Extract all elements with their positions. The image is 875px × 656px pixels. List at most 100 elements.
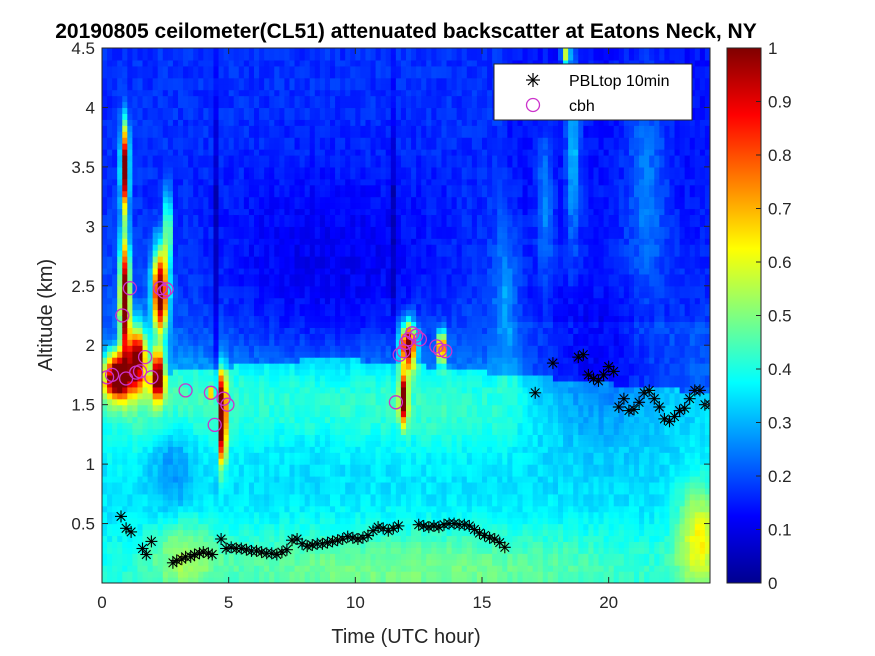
heatmap-cell bbox=[183, 172, 189, 180]
heatmap-cell bbox=[380, 333, 387, 340]
heatmap-cell bbox=[122, 178, 128, 186]
heatmap-cell bbox=[152, 386, 159, 394]
heatmap-cell bbox=[208, 481, 215, 489]
heatmap-cell bbox=[355, 101, 361, 109]
heatmap-cell bbox=[274, 149, 280, 156]
heatmap-cell bbox=[218, 214, 225, 221]
heatmap-cell bbox=[274, 190, 280, 198]
heatmap-cell bbox=[243, 83, 250, 91]
heatmap-cell bbox=[365, 440, 372, 447]
heatmap-cell bbox=[370, 107, 377, 114]
heatmap-cell bbox=[350, 184, 356, 192]
heatmap-cell bbox=[117, 131, 123, 138]
heatmap-cell bbox=[314, 458, 321, 465]
heatmap-cell bbox=[213, 220, 220, 227]
heatmap-cell bbox=[137, 244, 144, 251]
heatmap-cell bbox=[233, 327, 240, 334]
heatmap-cell bbox=[208, 285, 215, 293]
heatmap-cell bbox=[370, 238, 377, 245]
heatmap-cell bbox=[274, 196, 280, 204]
heatmap-cell bbox=[102, 125, 108, 132]
heatmap-cell bbox=[299, 232, 306, 239]
heatmap-cell bbox=[213, 190, 220, 198]
heatmap-cell bbox=[370, 184, 377, 192]
heatmap-cell bbox=[284, 529, 291, 537]
heatmap-cell bbox=[198, 559, 204, 566]
heatmap-cell bbox=[137, 267, 144, 275]
heatmap-cell bbox=[269, 172, 275, 180]
heatmap-cell bbox=[107, 487, 113, 495]
heatmap-cell bbox=[350, 559, 356, 566]
heatmap-cell bbox=[370, 535, 377, 542]
heatmap-cell bbox=[294, 303, 301, 311]
heatmap-cell bbox=[152, 339, 159, 346]
heatmap-cell bbox=[345, 48, 351, 55]
heatmap-cell bbox=[157, 220, 164, 227]
heatmap-cell bbox=[365, 434, 372, 441]
heatmap-cell bbox=[172, 89, 179, 97]
heatmap-cell bbox=[203, 440, 209, 447]
heatmap-cell bbox=[223, 262, 230, 269]
heatmap-cell bbox=[309, 95, 316, 103]
heatmap-cell bbox=[294, 113, 301, 120]
heatmap-cell bbox=[243, 220, 250, 227]
heatmap-cell bbox=[284, 386, 291, 394]
heatmap-cell bbox=[340, 339, 346, 346]
heatmap-cell bbox=[375, 155, 382, 162]
heatmap-cell bbox=[122, 196, 128, 204]
heatmap-cell bbox=[137, 238, 144, 245]
heatmap-cell bbox=[178, 273, 184, 281]
heatmap-cell bbox=[238, 226, 245, 233]
heatmap-cell bbox=[365, 470, 372, 477]
heatmap-cell bbox=[243, 386, 250, 394]
heatmap-cell bbox=[188, 71, 194, 79]
heatmap-cell bbox=[330, 125, 336, 132]
heatmap-cell bbox=[319, 529, 326, 537]
heatmap-cell bbox=[304, 505, 311, 513]
heatmap-cell bbox=[380, 321, 387, 328]
heatmap-cell bbox=[223, 291, 230, 299]
heatmap-cell bbox=[233, 137, 240, 144]
heatmap-cell bbox=[375, 487, 382, 495]
heatmap-cell bbox=[162, 190, 169, 198]
heatmap-cell bbox=[178, 398, 184, 406]
heatmap-cell bbox=[259, 309, 265, 317]
heatmap-cell bbox=[162, 470, 169, 477]
heatmap-cell bbox=[167, 309, 174, 317]
heatmap-cell bbox=[178, 440, 184, 447]
heatmap-cell bbox=[127, 404, 133, 412]
heatmap-cell bbox=[112, 363, 118, 370]
heatmap-cell bbox=[198, 83, 204, 91]
heatmap-cell bbox=[304, 476, 311, 483]
heatmap-cell bbox=[294, 553, 301, 560]
heatmap-cell bbox=[162, 244, 169, 251]
heatmap-cell bbox=[183, 547, 189, 554]
heatmap-cell bbox=[193, 131, 199, 138]
heatmap-cell bbox=[112, 369, 118, 376]
heatmap-cell bbox=[137, 190, 144, 198]
heatmap-cell bbox=[157, 452, 164, 459]
heatmap-cell bbox=[218, 416, 225, 424]
heatmap-cell bbox=[122, 143, 128, 150]
heatmap-cell bbox=[274, 416, 280, 424]
heatmap-cell bbox=[254, 428, 260, 435]
heatmap-cell bbox=[294, 452, 301, 459]
heatmap-cell bbox=[375, 65, 382, 73]
heatmap-cell bbox=[259, 529, 265, 537]
heatmap-cell bbox=[157, 202, 164, 210]
heatmap-cell bbox=[147, 523, 154, 531]
heatmap-cell bbox=[142, 297, 149, 305]
heatmap-cell bbox=[264, 83, 270, 91]
heatmap-cell bbox=[218, 125, 225, 132]
heatmap-cell bbox=[208, 297, 215, 305]
heatmap-cell bbox=[137, 59, 144, 67]
heatmap-cell bbox=[127, 470, 133, 477]
heatmap-cell bbox=[345, 559, 351, 566]
heatmap-cell bbox=[152, 232, 159, 239]
heatmap-cell bbox=[365, 404, 372, 412]
heatmap-cell bbox=[102, 535, 108, 542]
heatmap-cell bbox=[370, 303, 377, 311]
heatmap-cell bbox=[370, 565, 377, 572]
heatmap-cell bbox=[254, 357, 260, 364]
heatmap-cell bbox=[259, 214, 265, 221]
